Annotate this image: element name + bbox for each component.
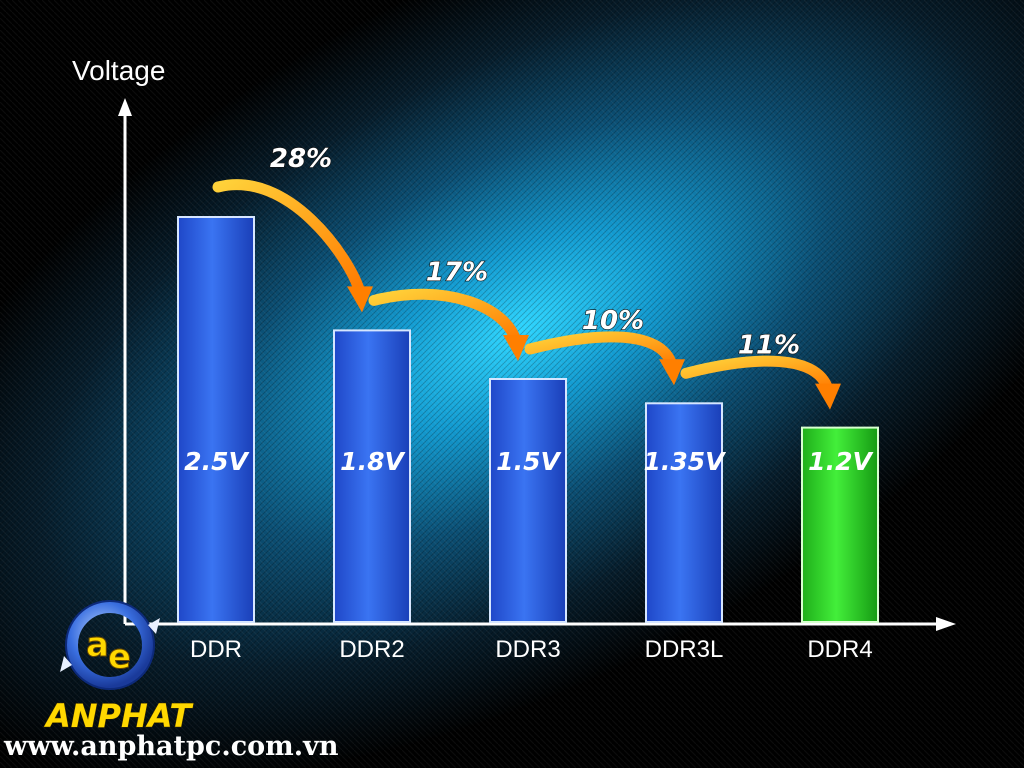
reduction-arrow: [524, 331, 685, 386]
bar-value-label-ddr: 2.5V: [184, 447, 249, 476]
x-axis-arrow-icon: [936, 617, 956, 631]
reduction-arrow: [368, 288, 529, 361]
reduction-arrow: [680, 355, 841, 410]
bar-value-label-ddr3l: 1.35V: [643, 447, 726, 476]
y-axis-title: Voltage: [72, 55, 165, 86]
reduction-arrow: [212, 179, 373, 313]
reduction-arrows: 28% 17% 10% 11%: [212, 143, 841, 410]
ae-logo-icon: a e: [60, 600, 160, 690]
bar-value-label-ddr2: 1.8V: [340, 447, 405, 476]
bar-ddr3l: [645, 402, 723, 623]
brand-logo: a e ANPHAT www.anphatpc.com.vn: [3, 600, 339, 762]
reduction-percent-label: 11%: [738, 330, 800, 360]
bar-ddr: [177, 216, 255, 623]
svg-text:e: e: [108, 637, 131, 677]
y-axis-arrow-icon: [118, 98, 132, 116]
category-label-ddr4: DDR4: [807, 636, 872, 663]
category-label-ddr2: DDR2: [339, 636, 404, 663]
reduction-percent-label: 28%: [270, 144, 332, 174]
category-labels: DDR DDR2 DDR3 DDR3L DDR4: [190, 636, 873, 663]
bar-ddr4: [801, 426, 879, 623]
svg-text:a: a: [86, 625, 109, 665]
category-label-ddr3: DDR3: [495, 636, 560, 663]
reduction-percent-label: 10%: [582, 306, 644, 336]
reduction-percent-label: 17%: [426, 257, 488, 287]
category-label-ddr3l: DDR3L: [645, 636, 724, 663]
brand-name: ANPHAT: [43, 697, 193, 735]
bars: 2.5V 1.8V 1.5V 1.35V 1.2V: [177, 216, 879, 623]
bar-ddr3: [489, 378, 567, 623]
bar-value-label-ddr4: 1.2V: [808, 447, 873, 476]
bar-ddr2: [333, 329, 411, 623]
axes: Voltage: [72, 55, 956, 631]
category-label-ddr: DDR: [190, 636, 242, 663]
bar-value-label-ddr3: 1.5V: [496, 447, 561, 476]
brand-url: www.anphatpc.com.vn: [3, 731, 339, 762]
